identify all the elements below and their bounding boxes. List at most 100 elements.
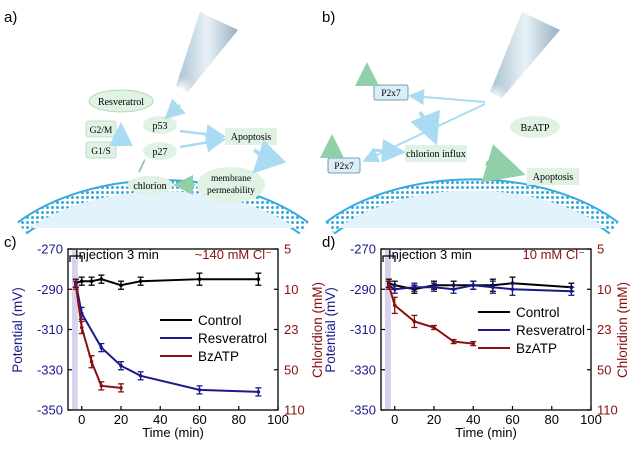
data-point-control: [256, 277, 261, 281]
arrow-apoptosis-to-membrane: [252, 139, 287, 174]
chart-c-frame: [67, 248, 279, 411]
injection-band-fill: [71, 249, 78, 410]
legend-label-bzatp: BzATP: [198, 349, 239, 364]
series-line-bzatp: [387, 284, 474, 345]
pipette-tip-glow-b: [479, 83, 509, 113]
data-point-resveratrol: [412, 285, 417, 290]
data-point-resveratrol: [392, 287, 397, 292]
data-point-resveratrol: [119, 363, 123, 368]
x-tick-label: 60: [192, 412, 206, 427]
arrow-p53-to-apoptosis: [179, 124, 226, 145]
x-tick-label: 0: [78, 412, 85, 427]
node-apoptosis-b: [527, 168, 579, 185]
node-bzatp-label: BzATP: [521, 123, 550, 134]
chart-d-series: [385, 276, 575, 347]
node-membrane-permeability: [197, 167, 265, 203]
legend-label-control: Control: [516, 305, 560, 320]
data-point-resveratrol: [491, 285, 495, 290]
data-point-bzatp: [74, 283, 78, 288]
arrow-p2x7-to-influx: [371, 138, 406, 163]
panel-d-label: d): [322, 234, 335, 251]
data-point-bzatp: [99, 384, 104, 388]
panel-a-label: a): [4, 9, 17, 26]
data-point-control: [89, 279, 94, 284]
data-point-control: [119, 283, 123, 288]
data-point-bzatp: [119, 386, 123, 390]
y-tick-label-left: -270: [350, 242, 376, 257]
arrow-to-chlorion-influx: [410, 109, 440, 146]
legend: Control Resveratrol BzATP: [160, 313, 267, 364]
panel-a: a) Resveratrol G2/M G1/S p53 p27 Apoptos…: [4, 9, 309, 235]
node-p53: [143, 116, 177, 134]
x-tick-label: 80: [232, 412, 246, 427]
data-point-resveratrol: [197, 388, 202, 392]
data-point-resveratrol: [138, 373, 143, 378]
panel-b-label: b): [322, 9, 335, 26]
legend-label-control: Control: [198, 313, 242, 328]
data-point-resveratrol: [471, 283, 476, 288]
data-point-control: [79, 279, 84, 284]
node-resveratrol-label: Resveratrol: [98, 97, 144, 108]
cell-interior-b: [338, 190, 606, 228]
node-g1s-label: G1/S: [91, 147, 111, 157]
data-point-control: [99, 277, 104, 281]
y-tick-label-right: 23: [284, 322, 298, 337]
arrow-p27-to-apoptosis: [179, 132, 226, 153]
arrow-small-green: [138, 159, 146, 173]
x-tick-label: 80: [545, 412, 559, 427]
data-point-bzatp: [79, 325, 84, 330]
y-tick-label-right: 5: [597, 242, 604, 257]
x-tick-label: 40: [153, 412, 167, 427]
y-tick-label-right: 10: [597, 282, 611, 297]
y-tick-label-right: 5: [284, 242, 291, 257]
node-p27-label: p27: [153, 147, 168, 158]
data-point-bzatp: [432, 325, 436, 330]
legend: Control Resveratrol BzATP: [478, 305, 585, 356]
x-axis-label: Time (min): [455, 425, 517, 440]
node-bzatp: [510, 116, 560, 138]
node-g2m-label: G2/M: [90, 126, 113, 136]
y-axis-label-right: Chloridion (mM): [310, 282, 325, 378]
chart-c-ticks: 0 20 40 60 80 100 -270 -290 -310 -330 -350 5 10 23 50 1…: [37, 242, 305, 428]
y-tick-label-left: -350: [350, 403, 376, 418]
data-point-resveratrol: [569, 289, 574, 294]
concentration-annotation: ~140 mM Cl⁻: [195, 247, 272, 262]
y-tick-label-left: -290: [350, 282, 376, 297]
chart-d: d) 0 20 40 60 80 100 -270 -290 -310 -330 -350 5 10 23…: [322, 234, 630, 440]
y-tick-label-left: -330: [37, 362, 63, 377]
data-point-bzatp: [451, 339, 456, 344]
y-axis-label-left: Potential (mV): [10, 287, 25, 373]
y-tick-label-right: 50: [284, 362, 298, 377]
x-tick-label: 60: [505, 412, 519, 427]
arrow-tip-to-p53: [164, 98, 186, 120]
legend-label-resveratrol: Resveratrol: [516, 323, 585, 338]
arrow-influx-to-apoptosis: [481, 144, 526, 183]
node-chlorion-influx-label: chlorion influx: [406, 149, 466, 160]
y-tick-label-left: -350: [37, 403, 63, 418]
panel-c-label: c): [4, 234, 17, 251]
injection-band: [384, 249, 391, 410]
series-line-bzatp: [74, 285, 122, 389]
x-tick-label: 40: [466, 412, 480, 427]
node-membrane-label-2: permeability: [207, 186, 255, 196]
injection-band: [71, 249, 78, 410]
node-p53-label: p53: [153, 121, 168, 132]
micropipette: [176, 12, 238, 92]
y-axis-label-right: Chloridion (mM): [615, 282, 630, 378]
y-tick-label-right: 110: [284, 403, 305, 418]
y-tick-label-left: -310: [37, 322, 63, 337]
y-tick-label-right: 23: [597, 322, 611, 337]
chart-c-series: [72, 272, 262, 397]
injection-annotation: Injection 3 min: [75, 247, 159, 262]
node-p2x7-top: [373, 84, 409, 101]
y-tick-label-left: -330: [350, 362, 376, 377]
injection-bracket: [382, 255, 396, 262]
x-tick-label: 20: [427, 412, 441, 427]
x-axis-label: Time (min): [142, 425, 204, 440]
node-p2x7-left-label: P2x7: [334, 162, 354, 172]
x-tick-label: 0: [391, 412, 398, 427]
injection-annotation: Injection 3 min: [388, 247, 472, 262]
arrow-tip-to-p2x7-top: [408, 89, 486, 105]
y-axis-label-left: Potential (mV): [323, 287, 338, 373]
